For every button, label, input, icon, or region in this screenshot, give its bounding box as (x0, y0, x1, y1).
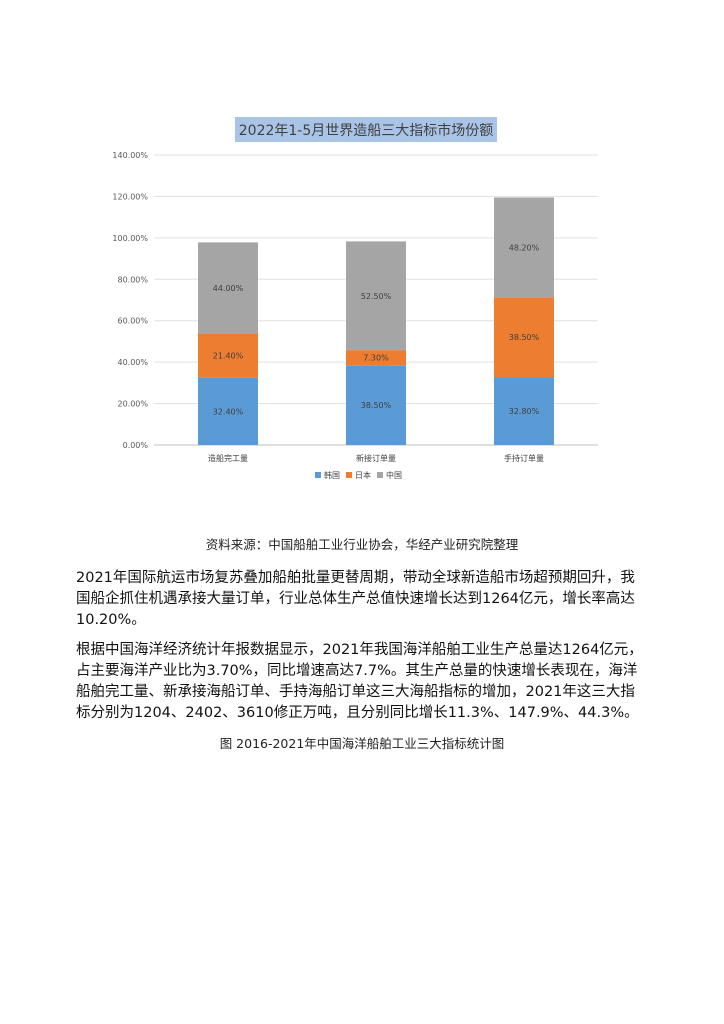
bar-segment (198, 333, 258, 378)
legend-swatch (346, 472, 352, 478)
y-tick-label: 60.00% (117, 317, 148, 326)
stacked-bar-chart: 2022年1-5月世界造船三大指标市场份额 0.00% 20.00% 40.00% 60… (86, 112, 622, 492)
data-label: 52.50% (361, 292, 392, 301)
y-tick-label: 0.00% (123, 441, 149, 450)
y-tick-label: 40.00% (117, 358, 148, 367)
legend-label: 韩国 (324, 470, 340, 480)
data-label: 32.40% (213, 407, 244, 416)
data-label: 38.50% (509, 333, 540, 342)
y-tick-label: 20.00% (117, 400, 148, 409)
data-label: 21.40% (213, 352, 244, 361)
legend-label: 日本 (355, 470, 371, 480)
x-category-label: 手持订单量 (504, 453, 544, 463)
y-tick-label: 80.00% (117, 275, 148, 284)
bar-segment (198, 377, 258, 445)
chart-title-highlight (235, 117, 497, 142)
y-tick-label: 140.00% (112, 151, 148, 160)
data-label: 38.50% (361, 401, 392, 410)
data-label: 48.20% (509, 243, 540, 252)
bar-segment (494, 377, 554, 445)
bar-segment (346, 350, 406, 366)
legend-label: 中国 (386, 470, 402, 480)
legend-swatch (315, 472, 321, 478)
bar-segment (494, 197, 554, 298)
legend-swatch (377, 472, 383, 478)
body-paragraph-2: 根据中国海洋经济统计年报数据显示，2021年我国海洋船舶工业生产总量达1264亿… (76, 642, 643, 721)
data-label: 32.80% (509, 407, 540, 416)
chart-title: 2022年1-5月世界造船三大指标市场份额 (239, 122, 494, 139)
data-label: 44.00% (213, 284, 244, 293)
x-category-label: 新接订单量 (356, 453, 396, 463)
bar-segment (198, 242, 258, 334)
x-category-label: 造船完工量 (208, 453, 248, 463)
data-label: 7.30% (363, 354, 389, 363)
body-paragraph-1: 2021年国际航运市场复苏叠加船舶批量更替周期，带动全球新造船市场超预期回升，我… (76, 570, 635, 628)
y-tick-label: 120.00% (112, 192, 148, 201)
chart-svg: 2022年1-5月世界造船三大指标市场份额 0.00% 20.00% 40.00% 60… (112, 117, 598, 480)
bar-segment (494, 297, 554, 378)
y-tick-label: 100.00% (112, 234, 148, 243)
figure-caption: 图 2016-2021年中国海洋船舶工业三大指标统计图 (219, 736, 505, 751)
bar-segment (346, 365, 406, 445)
source-note: 资料来源：中国船舶工业行业协会，华经产业研究院整理 (205, 537, 519, 552)
bar-segment (346, 241, 406, 351)
